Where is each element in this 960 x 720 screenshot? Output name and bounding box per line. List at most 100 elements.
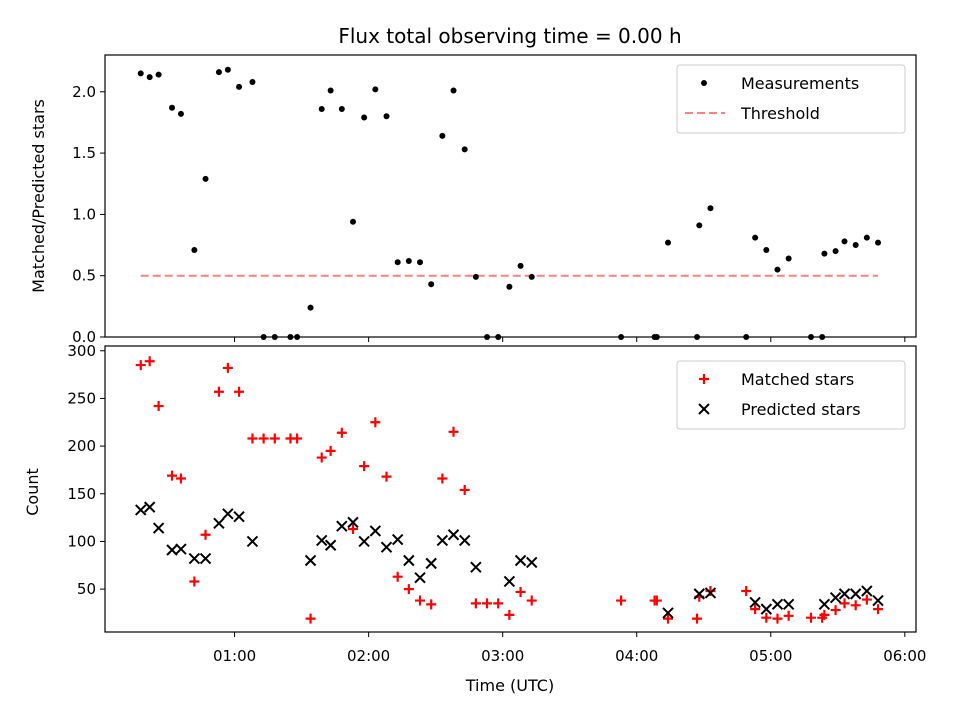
predicted-stars-point [849, 588, 862, 600]
predicted-stars-point [403, 554, 415, 567]
matched-stars-point [153, 401, 164, 412]
x-tick-label: 04:00 [615, 647, 658, 665]
matched-stars-point [761, 612, 772, 623]
x-tick-label: 02:00 [347, 647, 390, 665]
predicted-stars-point [425, 557, 437, 570]
x-tick-label: 01:00 [213, 647, 256, 665]
measurements-point [417, 259, 424, 266]
matched-stars-point [347, 524, 358, 535]
predicted-stars-point [704, 587, 717, 599]
measurements-point [191, 246, 198, 253]
matched-stars-point [839, 598, 850, 609]
matched-stars-point [415, 595, 426, 606]
predicted-stars-point [358, 535, 370, 548]
matched-stars-point [448, 426, 459, 437]
matched-stars-point [750, 604, 761, 615]
measurements-point [338, 105, 345, 112]
matched-stars-point [663, 613, 674, 624]
matched-stars-point [873, 604, 884, 615]
matched-stars-point [861, 594, 872, 605]
predicted-stars-point [749, 596, 761, 609]
matched-stars-point [234, 386, 245, 397]
measurements-point [763, 246, 770, 253]
matched-stars-point [805, 612, 816, 623]
predicted-stars-point [662, 607, 674, 619]
predicted-stars-point [872, 594, 884, 607]
y-tick-label: 1.5 [72, 144, 96, 162]
measurements-point [439, 132, 446, 139]
matched-stars-point [526, 595, 537, 606]
measurements-point [832, 248, 839, 255]
predicted-stars-point [222, 508, 234, 520]
x-tick-label: 06:00 [883, 647, 926, 665]
measurements-point [372, 86, 379, 93]
predicted-stars-point [175, 543, 187, 555]
matched-stars-point [493, 598, 504, 609]
matched-stars-point [135, 360, 146, 371]
matched-stars-point [772, 613, 783, 624]
matched-stars-point [470, 598, 481, 609]
matched-stars-point [459, 484, 470, 495]
predicted-stars-point [771, 598, 784, 611]
measurements-point [696, 222, 703, 229]
legend-marker-predicted-stars [698, 403, 710, 415]
predicted-stars-point [188, 552, 201, 565]
measurements-point [405, 257, 412, 264]
matched-stars-point [269, 433, 280, 444]
measurements-point [517, 262, 524, 269]
predicted-stars-point [470, 561, 482, 573]
predicted-stars-point [514, 554, 527, 567]
legend-label-threshold: Threshold [740, 104, 820, 123]
matched-stars-point [819, 609, 830, 620]
matched-stars-point [305, 613, 316, 624]
predicted-stars-point [829, 591, 842, 604]
x-axis-label: Time (UTC) [465, 676, 554, 695]
measurements-point [461, 146, 468, 153]
measurements-point [249, 78, 256, 85]
measurements-point [841, 238, 848, 245]
measurements-point [146, 74, 153, 81]
predicted-stars-point [436, 534, 449, 547]
y-tick-label: 150 [67, 485, 96, 503]
legend-label-predicted-stars: Predicted stars [741, 400, 861, 419]
matched-stars-point [482, 598, 493, 609]
measurements-point [318, 105, 325, 112]
measurements-point [875, 239, 882, 246]
matched-stars-point [515, 586, 526, 597]
predicted-stars-point [526, 556, 538, 569]
matched-stars-point [167, 470, 178, 481]
measurements-point [821, 250, 828, 257]
matched-stars-point [651, 595, 662, 606]
predicted-stars-point [818, 598, 831, 611]
measurements-point [506, 283, 513, 290]
measurements-point [383, 113, 390, 120]
measurements-point [215, 69, 222, 76]
predicted-stars-point [693, 588, 705, 600]
x-tick-label: 03:00 [481, 647, 524, 665]
measurements-point [394, 259, 401, 266]
measurements-point [450, 87, 457, 94]
matched-stars-point [437, 473, 448, 484]
predicted-stars-point [233, 510, 245, 523]
predicted-stars-point [304, 554, 317, 567]
measurements-point [863, 234, 870, 241]
matched-stars-point [692, 613, 703, 624]
predicted-stars-point [458, 534, 471, 547]
plot-frame [104, 345, 917, 633]
predicted-stars-point [246, 535, 259, 548]
predicted-stars-point [143, 501, 156, 513]
predicted-stars-point [324, 539, 337, 551]
matched-stars-point [325, 445, 336, 456]
y-tick-label: 0.0 [72, 328, 96, 346]
measurements-point [137, 70, 144, 77]
matched-stars-point [392, 571, 403, 582]
measurements-point [202, 175, 209, 182]
measurements-point [707, 205, 714, 212]
predicted-stars-point [760, 603, 773, 615]
measurements-point [752, 234, 759, 241]
matched-stars-point [381, 471, 392, 482]
measurements-point [224, 66, 231, 73]
measurements-point [361, 114, 368, 121]
predicted-stars-point [369, 525, 382, 537]
legend-marker-matched-stars [699, 374, 709, 384]
